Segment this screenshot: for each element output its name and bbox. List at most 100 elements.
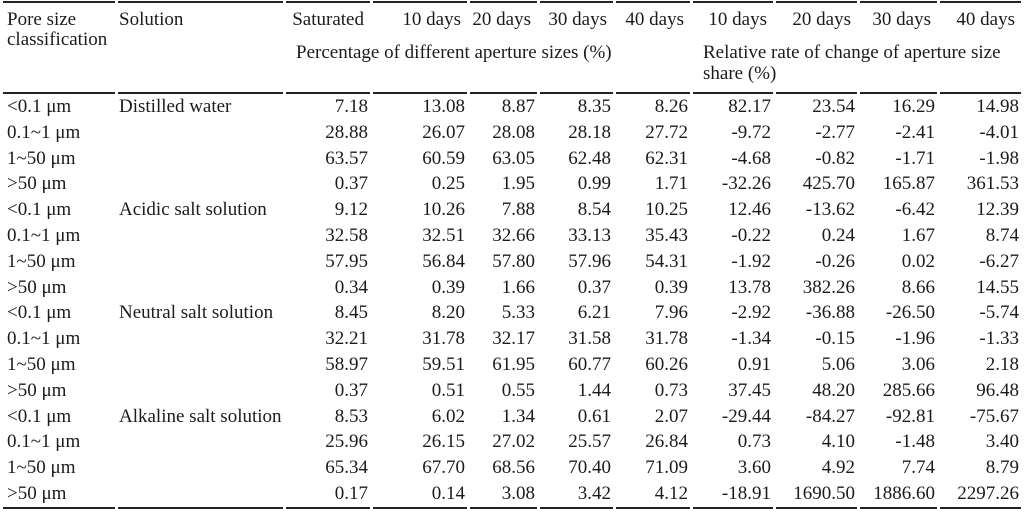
value-cell: 28.08	[492, 121, 535, 143]
value-cell: 28.88	[325, 121, 368, 143]
value-cell: 27.02	[492, 431, 535, 453]
value-cell: 14.55	[976, 276, 1019, 298]
pore-size-cell: <0.1 μm	[7, 405, 72, 427]
value-cell: 1.66	[501, 276, 535, 298]
value-cell: 31.58	[568, 328, 611, 350]
value-cell: 62.31	[645, 147, 688, 169]
value-cell: -4.01	[979, 121, 1019, 143]
value-cell: 0.02	[901, 250, 935, 272]
pore-size-cell: 1~50 μm	[7, 250, 76, 272]
value-cell: 8.54	[577, 199, 611, 221]
value-cell: 6.21	[577, 302, 611, 324]
solution-cell	[118, 120, 283, 146]
solution-cell: Distilled water	[118, 92, 283, 120]
pore-size-cell: <0.1 μm	[7, 199, 72, 221]
value-cell: 61.95	[492, 353, 535, 375]
solution-cell	[118, 171, 283, 197]
table-body: <0.1 μm Distilled water 7.18 13.08 8.87 8.35 8…	[3, 92, 1021, 509]
value-cell: -0.82	[815, 147, 855, 169]
value-cell: 1690.50	[776, 481, 857, 509]
value-cell: 60.59	[422, 147, 465, 169]
value-cell: 3.08	[470, 481, 537, 509]
value-cell: -0.22	[731, 224, 771, 246]
pore-size-cell: 0.1~1 μm	[7, 328, 81, 350]
table-row: 0.1~1 μm 25.96 26.15 27.02 25.57 26.84 0.73 4.1…	[3, 429, 1021, 455]
table-row: 1~50 μm 57.95 56.84 57.80 57.96 54.31 -1.92 -0.…	[3, 249, 1021, 275]
value-cell: -75.67	[969, 405, 1019, 427]
value-cell: 0.51	[431, 379, 465, 401]
value-cell: 96.48	[976, 379, 1019, 401]
header-row-columns: Pore size classification Solution Satura…	[3, 1, 1021, 50]
col-header-pct-30-days: 30 days	[540, 1, 613, 38]
pore-size-cell: <0.1 μm	[3, 92, 115, 120]
value-cell: -1.96	[895, 328, 935, 350]
value-cell: 7.88	[501, 199, 535, 221]
value-cell: -1.71	[895, 147, 935, 169]
solution-cell	[118, 455, 283, 481]
pore-size-cell: >50 μm	[3, 481, 115, 509]
value-cell: -36.88	[805, 302, 855, 324]
value-cell: 25.96	[325, 431, 368, 453]
value-cell: 10.26	[422, 199, 465, 221]
value-cell: 3.40	[985, 431, 1019, 453]
value-cell: 8.20	[431, 302, 465, 324]
table-row: 1~50 μm 58.97 59.51 61.95 60.77 60.26 0.91 5.06…	[3, 352, 1021, 378]
header-row-groups: Percentage of different aperture sizes (…	[3, 38, 1021, 92]
value-cell: 0.25	[431, 173, 465, 195]
value-cell: -2.41	[895, 121, 935, 143]
value-cell: 8.45	[334, 302, 368, 324]
value-cell: 28.18	[568, 121, 611, 143]
value-cell: -1.33	[979, 328, 1019, 350]
pore-size-cell: >50 μm	[7, 276, 67, 298]
solution-cell	[118, 429, 283, 455]
value-cell: -5.74	[979, 302, 1019, 324]
value-cell: 67.70	[422, 457, 465, 479]
pore-size-cell: 0.1~1 μm	[7, 431, 81, 453]
value-cell: 37.45	[728, 379, 771, 401]
value-cell: 8.35	[540, 92, 613, 120]
value-cell: -1.48	[895, 431, 935, 453]
value-cell: 4.92	[821, 457, 855, 479]
value-cell: 9.12	[334, 199, 368, 221]
value-cell: -0.26	[815, 250, 855, 272]
value-cell: 8.87	[470, 92, 537, 120]
col-header-saturated: Saturated	[286, 1, 370, 38]
value-cell: 58.97	[325, 353, 368, 375]
table-row: >50 μm 0.17 0.14 3.08 3.42 4.12 -18.91 1690.50 1…	[3, 481, 1021, 509]
value-cell: 57.80	[492, 250, 535, 272]
col-header-pct-20-days: 20 days	[470, 1, 537, 38]
pore-size-cell: 1~50 μm	[7, 353, 76, 375]
table-row: <0.1 μm Acidic salt solution 9.12 10.26 7.88…	[3, 197, 1021, 223]
table-row: 0.1~1 μm 32.21 31.78 32.17 31.58 31.78 -1.34 -0…	[3, 326, 1021, 352]
table-row: <0.1 μm Alkaline salt solution 8.53 6.02 1.3…	[3, 404, 1021, 430]
value-cell: 8.66	[901, 276, 935, 298]
value-cell: 6.02	[431, 405, 465, 427]
value-cell: 3.42	[540, 481, 613, 509]
value-cell: 12.46	[728, 199, 771, 221]
value-cell: -84.27	[805, 405, 855, 427]
pore-size-cell: 0.1~1 μm	[7, 224, 81, 246]
value-cell: 82.17	[693, 92, 773, 120]
value-cell: 0.17	[286, 481, 370, 509]
value-cell: 60.77	[568, 353, 611, 375]
pore-size-cell: >50 μm	[7, 173, 67, 195]
col-header-rate-40-days: 40 days	[940, 1, 1021, 38]
value-cell: 5.06	[821, 353, 855, 375]
value-cell: 32.21	[325, 328, 368, 350]
value-cell: 2.18	[985, 353, 1019, 375]
solution-cell	[118, 352, 283, 378]
value-cell: 48.20	[812, 379, 855, 401]
value-cell: 1.95	[501, 173, 535, 195]
value-cell: 1.71	[654, 173, 688, 195]
solution-cell	[118, 275, 283, 301]
pore-size-cell: 0.1~1 μm	[7, 121, 81, 143]
table-row: <0.1 μm Distilled water 7.18 13.08 8.87 8.35 8…	[3, 92, 1021, 120]
value-cell: 25.57	[568, 431, 611, 453]
value-cell: -1.98	[979, 147, 1019, 169]
value-cell: 382.26	[802, 276, 855, 298]
table-header: Pore size classification Solution Satura…	[3, 1, 1021, 92]
value-cell: 0.99	[577, 173, 611, 195]
value-cell: 4.12	[616, 481, 690, 509]
